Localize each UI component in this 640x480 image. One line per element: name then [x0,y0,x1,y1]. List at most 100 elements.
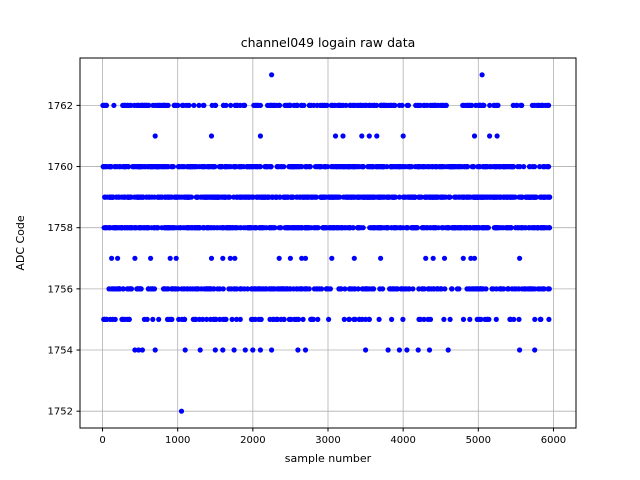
data-point [220,347,226,353]
data-point [391,225,397,231]
data-point [288,164,294,170]
data-point [501,286,507,292]
data-point [435,194,441,200]
data-point [535,225,541,231]
data-point [192,286,198,292]
data-point [441,255,448,261]
data-point [389,164,395,170]
x-tick-label: 5000 [466,435,491,446]
data-point [174,194,180,200]
data-point [329,255,335,261]
data-point [302,255,309,261]
data-point [242,347,248,353]
data-point [169,286,175,292]
data-point [306,102,312,108]
data-point [457,225,463,231]
y-tick-label: 1758 [48,223,73,234]
data-point [207,316,214,322]
data-point [392,102,398,108]
data-point [449,225,455,231]
x-tick-label: 0 [99,435,105,446]
data-point [546,316,552,322]
data-point [359,133,365,139]
data-point [415,164,421,170]
data-point [456,286,462,292]
data-point [538,316,544,322]
data-point [530,164,536,170]
data-point [139,347,145,353]
data-point [155,194,161,200]
data-point [197,164,203,170]
data-point [494,225,500,231]
data-point [248,316,255,322]
data-point [345,164,351,170]
data-point [445,347,451,353]
data-point [376,316,382,322]
data-point [464,194,470,200]
series-y1759 [102,194,553,200]
data-point [541,194,547,200]
data-point [228,102,234,108]
data-point [413,225,419,231]
data-point [115,255,121,261]
data-point [173,102,179,108]
y-tick-label: 1752 [48,407,73,418]
data-point [441,316,447,322]
data-point [433,225,439,231]
data-point [266,102,272,108]
data-point [228,164,234,170]
data-point [151,225,157,231]
data-point [526,286,532,292]
data-point [546,194,553,200]
data-point [422,102,428,108]
data-point [525,194,531,200]
data-point [489,286,495,292]
data-point [514,102,520,108]
data-point [488,194,494,200]
data-point [532,286,538,292]
data-point [198,194,204,200]
data-point [168,316,174,322]
data-point [440,225,446,231]
data-point [269,72,275,78]
data-point [467,194,474,200]
data-point [446,194,452,200]
data-point [226,286,232,292]
data-point [546,286,552,292]
data-point [175,286,181,292]
data-point [252,225,258,231]
data-point [205,164,211,170]
data-point [493,316,499,322]
data-point [152,133,158,139]
data-point [432,102,438,108]
data-point [311,102,317,108]
data-point [428,194,435,200]
data-point [494,194,500,200]
data-point [295,347,301,353]
data-point [210,164,216,170]
data-point [421,164,427,170]
data-point [136,347,142,353]
data-point [442,286,448,292]
data-point [287,225,293,231]
data-point [381,164,387,170]
data-point [340,133,346,139]
data-point [342,286,348,292]
data-point [220,102,227,108]
data-point [377,286,383,292]
data-point [545,164,551,170]
data-point [301,194,307,200]
data-point [341,316,347,322]
series-y1760 [100,164,552,170]
data-point [376,225,382,231]
data-point [215,286,221,292]
data-point [326,316,332,322]
data-point [108,286,114,292]
data-point [139,102,145,108]
data-point [142,164,148,170]
data-point [421,316,427,322]
data-point [331,164,337,170]
data-point [208,255,215,261]
data-point [279,164,285,170]
